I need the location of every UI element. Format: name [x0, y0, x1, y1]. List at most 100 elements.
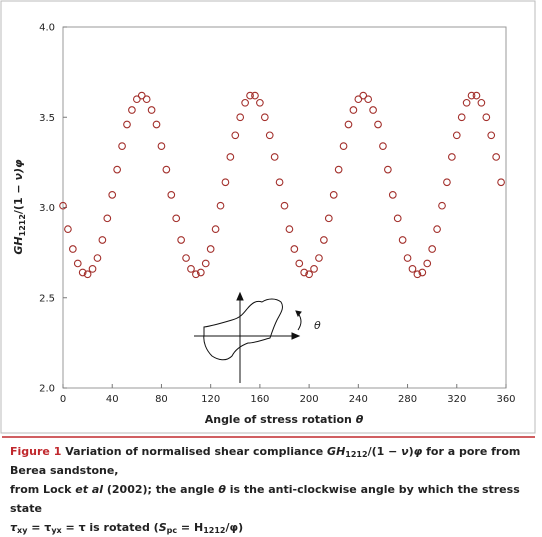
point	[196, 268, 205, 277]
point	[98, 236, 107, 244]
point	[497, 178, 505, 187]
point	[152, 120, 161, 129]
point	[354, 95, 363, 104]
point	[108, 191, 117, 199]
point	[413, 270, 422, 279]
point	[334, 165, 343, 174]
point	[88, 265, 97, 273]
point	[59, 201, 67, 210]
caption-text: /(1 −	[367, 445, 402, 458]
y-axis-label: GH1212/(1 − ν)φ	[12, 159, 27, 255]
caption-text: = H	[177, 521, 204, 534]
caption-sub: xy	[17, 526, 28, 535]
y-label-part: )φ	[12, 159, 25, 174]
point	[379, 142, 387, 150]
point	[359, 91, 368, 100]
caption-line: Figure 1 Variation of normalised shear c…	[10, 442, 535, 480]
point	[295, 259, 304, 268]
point	[83, 270, 92, 279]
point	[270, 153, 279, 161]
caption-text: )	[408, 445, 414, 458]
point	[369, 106, 377, 114]
caption-sub: 1212	[345, 450, 368, 459]
y-tick-label: 3.5	[39, 113, 55, 124]
caption-sub: 1212	[203, 526, 226, 535]
caption-text: GH	[327, 445, 346, 458]
y-tick-label: 2.0	[39, 384, 55, 395]
caption: Figure 1 Variation of normalised shear c…	[10, 442, 535, 537]
x-tick-label: 280	[398, 394, 417, 405]
y-tick-label: 4.0	[39, 23, 55, 34]
point	[256, 98, 264, 107]
x-tick-label: 0	[60, 394, 66, 405]
point	[118, 142, 126, 150]
point	[467, 91, 476, 100]
point	[492, 153, 501, 161]
point	[482, 113, 491, 122]
x-label-text: Angle of stress rotation	[205, 413, 356, 426]
point	[226, 153, 235, 161]
point	[477, 98, 486, 107]
x-axis-label: Angle of stress rotation θ	[205, 413, 364, 426]
figure-label: Figure 1	[10, 445, 62, 458]
x-tick-label: 360	[496, 394, 515, 405]
point	[167, 191, 176, 199]
point	[280, 201, 289, 210]
point	[142, 95, 151, 104]
y-tick-label: 2.5	[39, 293, 55, 304]
point	[462, 98, 471, 107]
x-tick-label: 40	[106, 394, 119, 405]
pore-outline	[203, 298, 283, 361]
point	[147, 106, 156, 114]
point	[241, 98, 249, 107]
point	[113, 165, 121, 174]
point	[93, 254, 102, 262]
caption-text: ν	[401, 445, 409, 458]
point	[329, 191, 338, 199]
point	[162, 165, 171, 174]
caption-text: φ	[413, 445, 423, 458]
y-label-sub: 1212	[18, 214, 27, 236]
point	[428, 245, 437, 253]
chart-frame	[0, 0, 536, 434]
point	[398, 236, 407, 244]
point	[290, 245, 299, 253]
caption-text: for a pore from Berea sandstone,	[10, 445, 521, 477]
point	[310, 265, 318, 273]
axis-arrows	[236, 291, 301, 340]
point	[275, 178, 284, 187]
point	[103, 214, 112, 223]
caption-sub: yx	[51, 526, 62, 535]
point	[78, 268, 87, 277]
theta-annotation: θ	[314, 319, 321, 332]
point	[487, 131, 496, 140]
point	[192, 270, 200, 279]
rotation-arrow	[295, 310, 302, 318]
caption-text: θ	[218, 483, 226, 496]
point	[374, 120, 382, 129]
point	[349, 106, 358, 114]
caption-text: /φ)	[225, 521, 244, 534]
chart: Angle of stress rotation θ GH1212/(1 − ν…	[0, 0, 536, 438]
point	[260, 113, 269, 122]
point	[73, 259, 82, 268]
point	[433, 225, 441, 234]
point	[285, 225, 294, 234]
x-tick-label: 80	[155, 394, 168, 405]
caption-text: Variation of normalised shear compliance	[61, 445, 328, 458]
y-tick-label: 3.0	[39, 203, 55, 214]
point	[177, 236, 185, 244]
caption-text: et al	[75, 483, 104, 496]
point	[443, 178, 451, 187]
point	[403, 254, 412, 262]
point	[206, 245, 215, 253]
point	[418, 268, 427, 277]
caption-text: is the anti-clockwise angle by which the…	[10, 483, 520, 515]
point	[123, 120, 131, 129]
point	[408, 265, 417, 273]
point	[388, 191, 397, 199]
caption-text: from Lock	[10, 483, 76, 496]
point	[187, 265, 195, 273]
caption-text: S	[158, 521, 167, 534]
y-label-part: ν	[12, 173, 25, 181]
